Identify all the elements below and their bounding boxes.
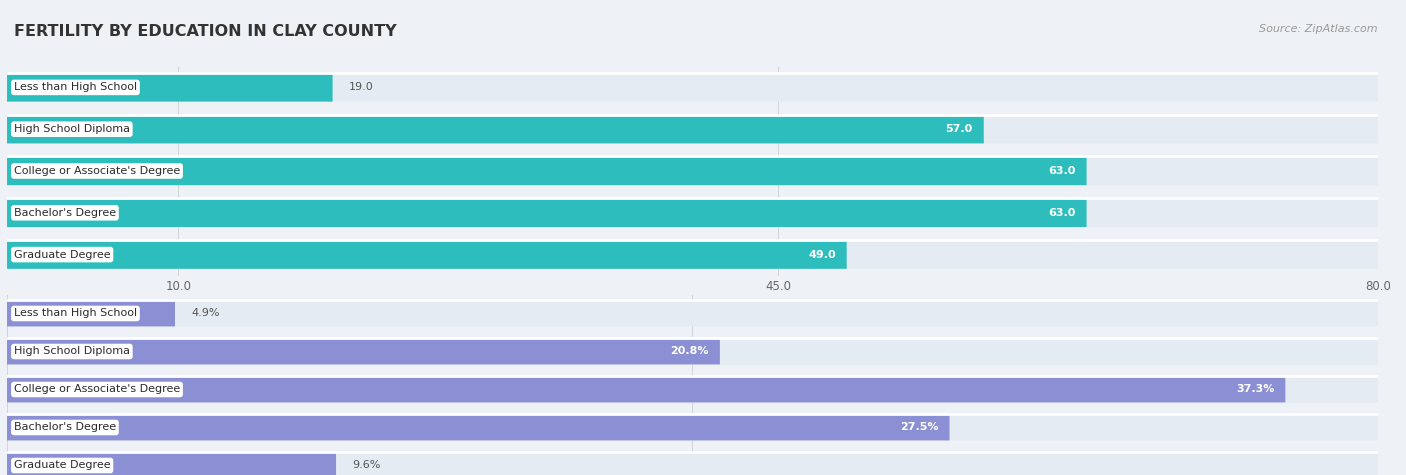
FancyBboxPatch shape (7, 73, 1378, 102)
FancyBboxPatch shape (7, 157, 1378, 185)
FancyBboxPatch shape (7, 415, 949, 440)
Text: 20.8%: 20.8% (671, 346, 709, 357)
FancyBboxPatch shape (7, 377, 1378, 402)
Text: College or Associate's Degree: College or Associate's Degree (14, 384, 180, 395)
FancyBboxPatch shape (7, 339, 720, 364)
Text: Bachelor's Degree: Bachelor's Degree (14, 208, 117, 218)
Text: 63.0: 63.0 (1049, 208, 1076, 218)
Text: Graduate Degree: Graduate Degree (14, 460, 111, 471)
FancyBboxPatch shape (7, 240, 1378, 269)
Text: Bachelor's Degree: Bachelor's Degree (14, 422, 117, 433)
FancyBboxPatch shape (7, 199, 1378, 227)
Text: 63.0: 63.0 (1049, 166, 1076, 176)
FancyBboxPatch shape (7, 377, 1285, 402)
FancyBboxPatch shape (7, 157, 1087, 185)
FancyBboxPatch shape (7, 301, 174, 326)
Text: High School Diploma: High School Diploma (14, 346, 129, 357)
Text: Source: ZipAtlas.com: Source: ZipAtlas.com (1260, 24, 1378, 34)
FancyBboxPatch shape (7, 115, 984, 143)
FancyBboxPatch shape (7, 301, 1378, 326)
FancyBboxPatch shape (7, 73, 333, 102)
FancyBboxPatch shape (7, 453, 336, 475)
Text: Less than High School: Less than High School (14, 82, 136, 93)
Text: 19.0: 19.0 (349, 82, 374, 93)
Text: Less than High School: Less than High School (14, 308, 136, 319)
Text: 4.9%: 4.9% (191, 308, 219, 319)
Text: College or Associate's Degree: College or Associate's Degree (14, 166, 180, 176)
FancyBboxPatch shape (7, 240, 846, 269)
Text: 37.3%: 37.3% (1236, 384, 1274, 395)
FancyBboxPatch shape (7, 115, 1378, 143)
FancyBboxPatch shape (7, 339, 1378, 364)
Text: 27.5%: 27.5% (900, 422, 939, 433)
FancyBboxPatch shape (7, 199, 1087, 227)
Text: 9.6%: 9.6% (353, 460, 381, 471)
Text: 49.0: 49.0 (808, 249, 835, 260)
Text: Graduate Degree: Graduate Degree (14, 249, 111, 260)
FancyBboxPatch shape (7, 453, 1378, 475)
FancyBboxPatch shape (7, 415, 1378, 440)
Text: FERTILITY BY EDUCATION IN CLAY COUNTY: FERTILITY BY EDUCATION IN CLAY COUNTY (14, 24, 396, 39)
Text: High School Diploma: High School Diploma (14, 124, 129, 134)
Text: 57.0: 57.0 (946, 124, 973, 134)
